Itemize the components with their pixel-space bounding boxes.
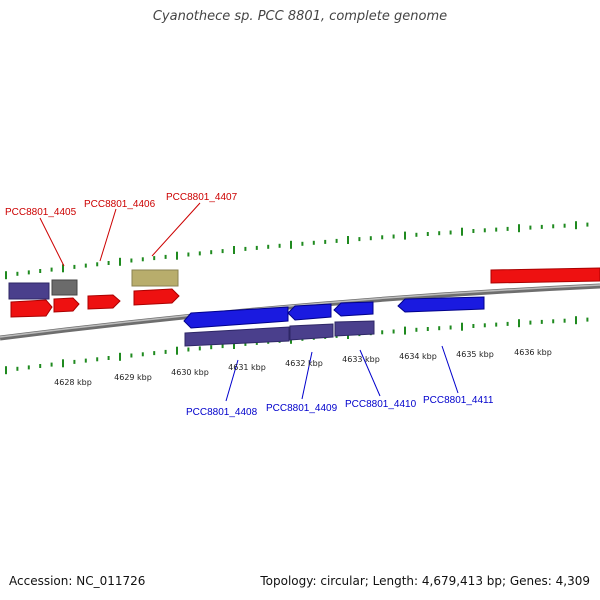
leader-line-4405 — [39, 217, 65, 267]
gene-arrow-4406b[interactable] — [87, 294, 121, 310]
gene-label-4408[interactable]: PCC8801_4408 — [186, 407, 258, 418]
scale-label-4631: 4631 kbp — [228, 363, 266, 372]
scale-label-4630: 4630 kbp — [171, 368, 209, 377]
scale-label-4632: 4632 kbp — [285, 359, 323, 368]
upper-features — [8, 267, 600, 318]
gene-label-4410[interactable]: PCC8801_4410 — [345, 399, 417, 410]
leader-line-4409 — [301, 351, 313, 400]
scale-label-4633: 4633 kbp — [342, 355, 380, 364]
cds-feature-4405[interactable] — [8, 282, 50, 300]
gene-arrow-4406[interactable] — [53, 297, 80, 313]
leader-line-4408 — [225, 359, 239, 402]
gene-label-4405[interactable]: PCC8801_4405 — [5, 207, 77, 218]
lower-features — [183, 296, 485, 347]
gene-arrow-4407[interactable] — [133, 288, 180, 306]
gene-arrow-4409[interactable] — [287, 303, 332, 321]
label-leader-lines — [39, 202, 459, 402]
leader-line-4406 — [99, 208, 117, 262]
cds-feature-4409[interactable] — [289, 323, 334, 341]
gene-arrow-far-right[interactable] — [490, 267, 600, 284]
accession-text: Accession: NC_011726 — [9, 574, 146, 588]
scale-label-4634: 4634 kbp — [399, 352, 437, 361]
gene-label-4407[interactable]: PCC8801_4407 — [166, 192, 238, 203]
genome-title: Cyanothece sp. PCC 8801, complete genome — [152, 9, 448, 24]
leader-line-4411 — [441, 345, 459, 394]
cds-feature-4410[interactable] — [334, 320, 375, 337]
gene-label-4411[interactable]: PCC8801_4411 — [423, 395, 494, 406]
gene-label-4409[interactable]: PCC8801_4409 — [266, 403, 338, 414]
gene-arrow-4408[interactable] — [183, 306, 289, 329]
scale-label-4635: 4635 kbp — [456, 350, 494, 359]
genome-info-text: Topology: circular; Length: 4,679,413 bp… — [260, 574, 590, 588]
scale-label-4628: 4628 kbp — [54, 378, 92, 387]
leader-line-4407 — [151, 202, 201, 257]
scale-label-4629: 4629 kbp — [114, 373, 152, 382]
misc-feature-4407[interactable] — [131, 269, 179, 287]
leader-line-4410 — [359, 349, 381, 397]
genome-backbone-highlight — [0, 284, 600, 338]
upper-tick-track — [5, 221, 589, 280]
cds-feature-4408[interactable] — [184, 326, 290, 347]
scale-label-4636: 4636 kbp — [514, 348, 552, 357]
gene-arrow-4410[interactable] — [333, 301, 374, 317]
rna-feature-4406[interactable] — [51, 279, 78, 296]
gene-label-4406[interactable]: PCC8801_4406 — [84, 199, 156, 210]
gene-arrow-4411[interactable] — [397, 296, 485, 313]
gene-arrow-4405[interactable] — [10, 299, 53, 318]
